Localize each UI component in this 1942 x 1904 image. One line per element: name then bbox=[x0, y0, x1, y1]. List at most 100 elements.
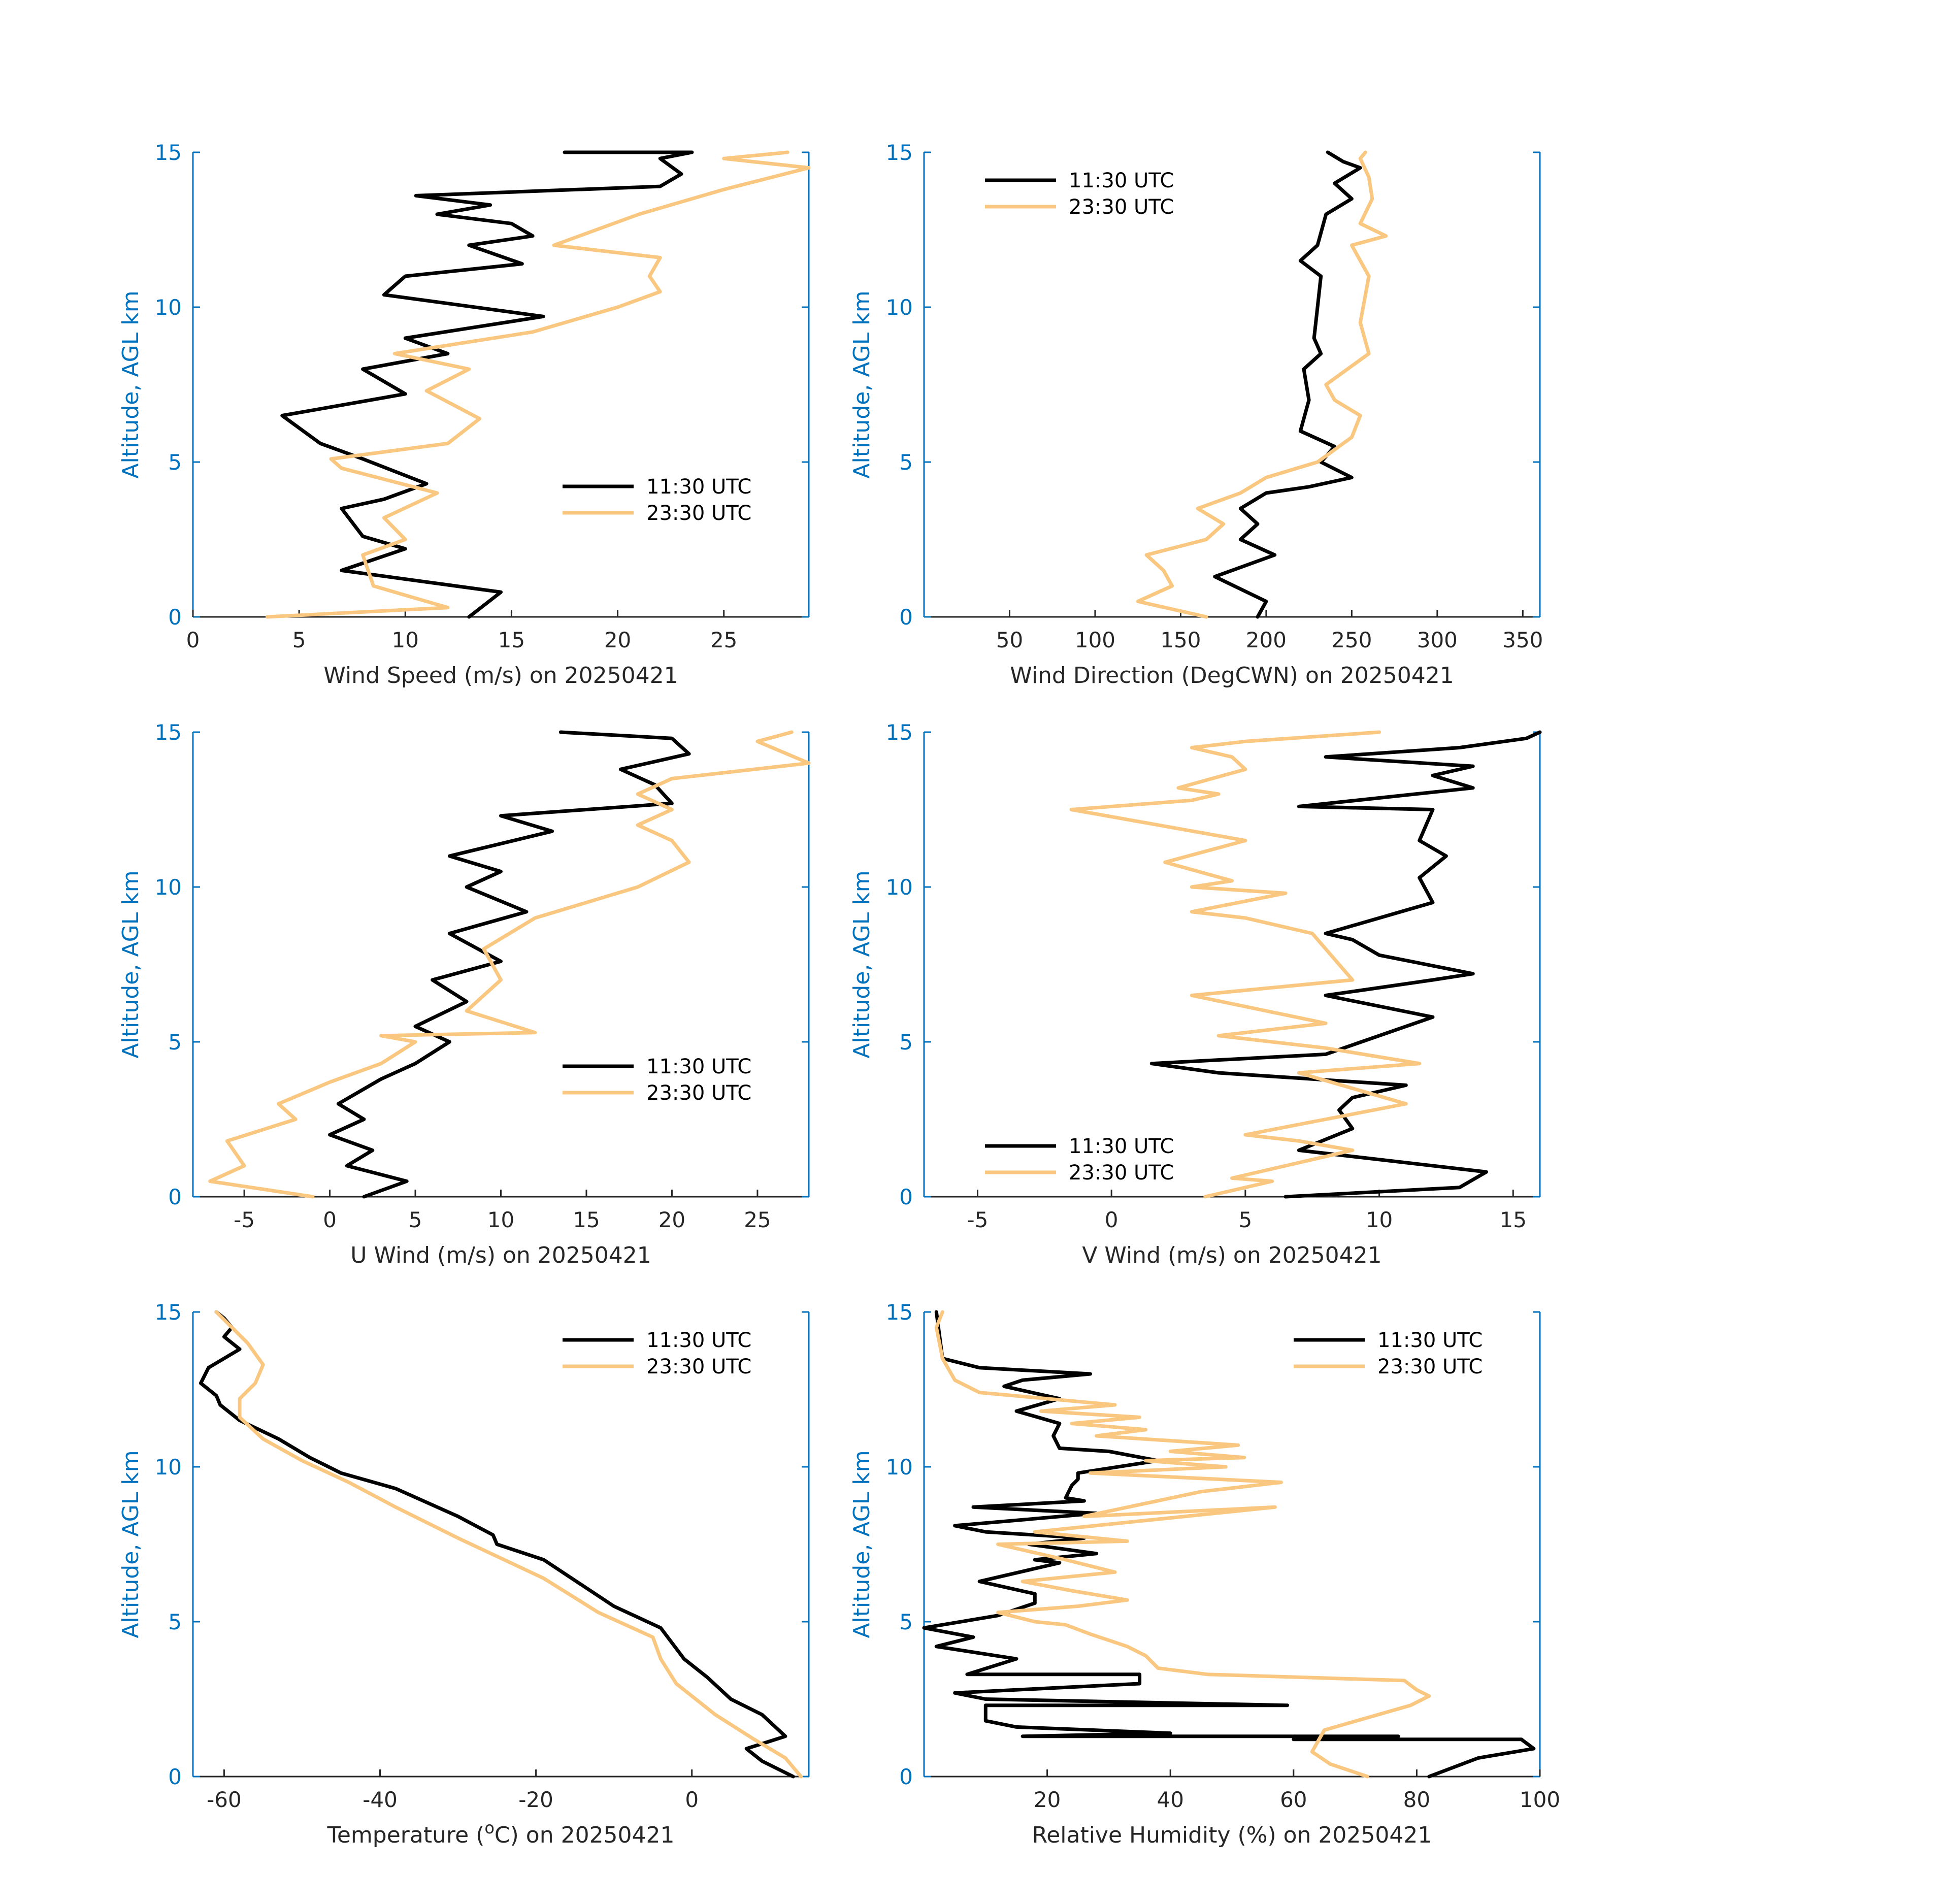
legend-label: 11:30 UTC bbox=[646, 1329, 751, 1352]
x-tick-label: 10 bbox=[487, 1207, 514, 1232]
y-tick-label: 10 bbox=[155, 1455, 182, 1480]
x-tick-label: 15 bbox=[498, 628, 525, 652]
y-tick-label: 15 bbox=[886, 140, 913, 165]
series-line-2330-utc bbox=[1136, 150, 1388, 619]
x-tick-label: -5 bbox=[967, 1207, 989, 1232]
y-tick-label: 10 bbox=[155, 875, 182, 900]
legend: 11:30 UTC 23:30 UTC bbox=[563, 475, 751, 525]
series-line-1130-utc bbox=[922, 1310, 1536, 1779]
y-tick-label: 15 bbox=[886, 720, 913, 745]
legend-label: 11:30 UTC bbox=[1069, 169, 1174, 192]
x-tick-label: -60 bbox=[207, 1787, 242, 1812]
x-axis-label-superscript: o bbox=[484, 1818, 495, 1837]
x-tick-label: 40 bbox=[1157, 1787, 1183, 1812]
legend-label: 23:30 UTC bbox=[1377, 1355, 1483, 1378]
x-axis-label: Relative Humidity (%) on 20250421 bbox=[1032, 1822, 1432, 1848]
x-tick-label: 5 bbox=[292, 628, 306, 652]
x-tick-label: 150 bbox=[1160, 628, 1201, 652]
x-tick-label: 0 bbox=[186, 628, 200, 652]
x-axis-label: U Wind (m/s) on 20250421 bbox=[350, 1242, 651, 1268]
x-tick-label: 20 bbox=[1034, 1787, 1061, 1812]
legend-label: 11:30 UTC bbox=[1377, 1329, 1483, 1352]
series-line-1130-utc bbox=[328, 730, 691, 1199]
legend-label: 23:30 UTC bbox=[646, 1081, 751, 1105]
x-tick-label: 50 bbox=[996, 628, 1023, 652]
y-axis-label: Altitude, AGL km bbox=[118, 290, 144, 478]
series-line-2330-utc bbox=[208, 730, 811, 1199]
x-tick-label: 15 bbox=[1500, 1207, 1527, 1232]
panel-relative-humidity: 0 5 10 15 20 40 60 80 100 Altitude, AGL km Relativ… bbox=[849, 1300, 1560, 1848]
series-line-1130-utc bbox=[280, 150, 694, 619]
x-axis-label: Temperature (oC) on 20250421 bbox=[326, 1818, 674, 1848]
legend-label: 23:30 UTC bbox=[1069, 1161, 1174, 1185]
x-tick-label: 25 bbox=[710, 628, 737, 652]
y-tick-label: 5 bbox=[168, 1030, 182, 1055]
legend: 11:30 UTC 23:30 UTC bbox=[985, 1135, 1174, 1185]
x-tick-label: 300 bbox=[1417, 628, 1458, 652]
y-tick-label: 0 bbox=[899, 1185, 913, 1209]
x-axis-label-suffix: C) on 20250421 bbox=[495, 1822, 675, 1848]
y-axis-label: Altitude, AGL km bbox=[849, 290, 875, 478]
y-axis-label: Altitude, AGL km bbox=[118, 870, 144, 1058]
y-axis-label: Altitude, AGL km bbox=[849, 1450, 875, 1638]
x-tick-label: 10 bbox=[1366, 1207, 1393, 1232]
panel-wind-direction: 0 5 10 15 50 100 150 200 250 300 350 Altitude, AGL … bbox=[849, 140, 1543, 688]
panel-temperature: 0 5 10 15 -60 -40 -20 0 Altitude, AGL km Temperat… bbox=[118, 1300, 810, 1848]
panel-u-wind: 0 5 10 15 -5 0 5 10 15 20 25 Altitude, AGL km U Wind… bbox=[118, 720, 811, 1268]
y-tick-label: 5 bbox=[168, 450, 182, 475]
x-tick-label: 15 bbox=[573, 1207, 600, 1232]
panel-v-wind: 0 5 10 15 -5 0 5 10 15 Altitude, AGL km V Wind (m/… bbox=[849, 720, 1542, 1268]
series-line-2330-utc bbox=[934, 1310, 1431, 1779]
legend-label: 11:30 UTC bbox=[646, 1055, 751, 1078]
legend-label: 23:30 UTC bbox=[1069, 195, 1174, 219]
x-tick-label: 5 bbox=[1239, 1207, 1253, 1232]
y-axis-label: Altitude, AGL km bbox=[849, 870, 875, 1058]
y-tick-label: 0 bbox=[899, 1764, 913, 1789]
legend-label: 11:30 UTC bbox=[646, 475, 751, 499]
y-tick-label: 0 bbox=[168, 1764, 182, 1789]
x-axis-label: V Wind (m/s) on 20250421 bbox=[1082, 1242, 1381, 1268]
y-tick-label: 0 bbox=[899, 605, 913, 630]
series-line-2330-utc bbox=[1069, 730, 1422, 1199]
x-tick-label: 0 bbox=[1105, 1207, 1118, 1232]
x-tick-label: 200 bbox=[1246, 628, 1287, 652]
x-tick-label: 5 bbox=[409, 1207, 422, 1232]
x-tick-label: 250 bbox=[1331, 628, 1372, 652]
x-axis-label: Wind Direction (DegCWN) on 20250421 bbox=[1010, 663, 1454, 688]
series-line-1130-utc bbox=[1149, 730, 1542, 1199]
y-tick-label: 10 bbox=[886, 1455, 913, 1480]
y-tick-label: 0 bbox=[168, 605, 182, 630]
x-tick-label: -40 bbox=[363, 1787, 398, 1812]
y-tick-label: 5 bbox=[168, 1610, 182, 1634]
y-tick-label: 5 bbox=[899, 450, 913, 475]
x-tick-label: 350 bbox=[1502, 628, 1543, 652]
y-axis-label: Altitude, AGL km bbox=[118, 1450, 144, 1638]
y-tick-label: 15 bbox=[155, 140, 182, 165]
y-tick-label: 0 bbox=[168, 1185, 182, 1209]
series-line-2330-utc bbox=[265, 150, 811, 619]
legend: 11:30 UTC 23:30 UTC bbox=[563, 1055, 751, 1105]
series-line-2330-utc bbox=[214, 1310, 803, 1779]
y-tick-label: 15 bbox=[886, 1300, 913, 1325]
x-tick-label: 20 bbox=[604, 628, 631, 652]
legend: 11:30 UTC 23:30 UTC bbox=[985, 169, 1174, 219]
legend-label: 23:30 UTC bbox=[646, 1355, 751, 1378]
legend-label: 11:30 UTC bbox=[1069, 1135, 1174, 1158]
x-tick-label: 20 bbox=[659, 1207, 685, 1232]
x-tick-label: -20 bbox=[518, 1787, 553, 1812]
y-tick-label: 5 bbox=[899, 1610, 913, 1634]
x-tick-label: -5 bbox=[234, 1207, 255, 1232]
legend: 11:30 UTC 23:30 UTC bbox=[1294, 1329, 1483, 1378]
x-axis-label: Wind Speed (m/s) on 20250421 bbox=[323, 663, 678, 688]
x-tick-label: 10 bbox=[392, 628, 419, 652]
x-tick-label: 60 bbox=[1280, 1787, 1307, 1812]
x-tick-label: 100 bbox=[1075, 628, 1115, 652]
y-tick-label: 10 bbox=[886, 295, 913, 320]
x-tick-label: 80 bbox=[1403, 1787, 1430, 1812]
x-tick-label: 0 bbox=[323, 1207, 337, 1232]
legend: 11:30 UTC 23:30 UTC bbox=[563, 1329, 751, 1378]
x-tick-label: 100 bbox=[1520, 1787, 1560, 1812]
x-tick-label: 25 bbox=[744, 1207, 771, 1232]
series-line-1130-utc bbox=[1213, 150, 1362, 619]
